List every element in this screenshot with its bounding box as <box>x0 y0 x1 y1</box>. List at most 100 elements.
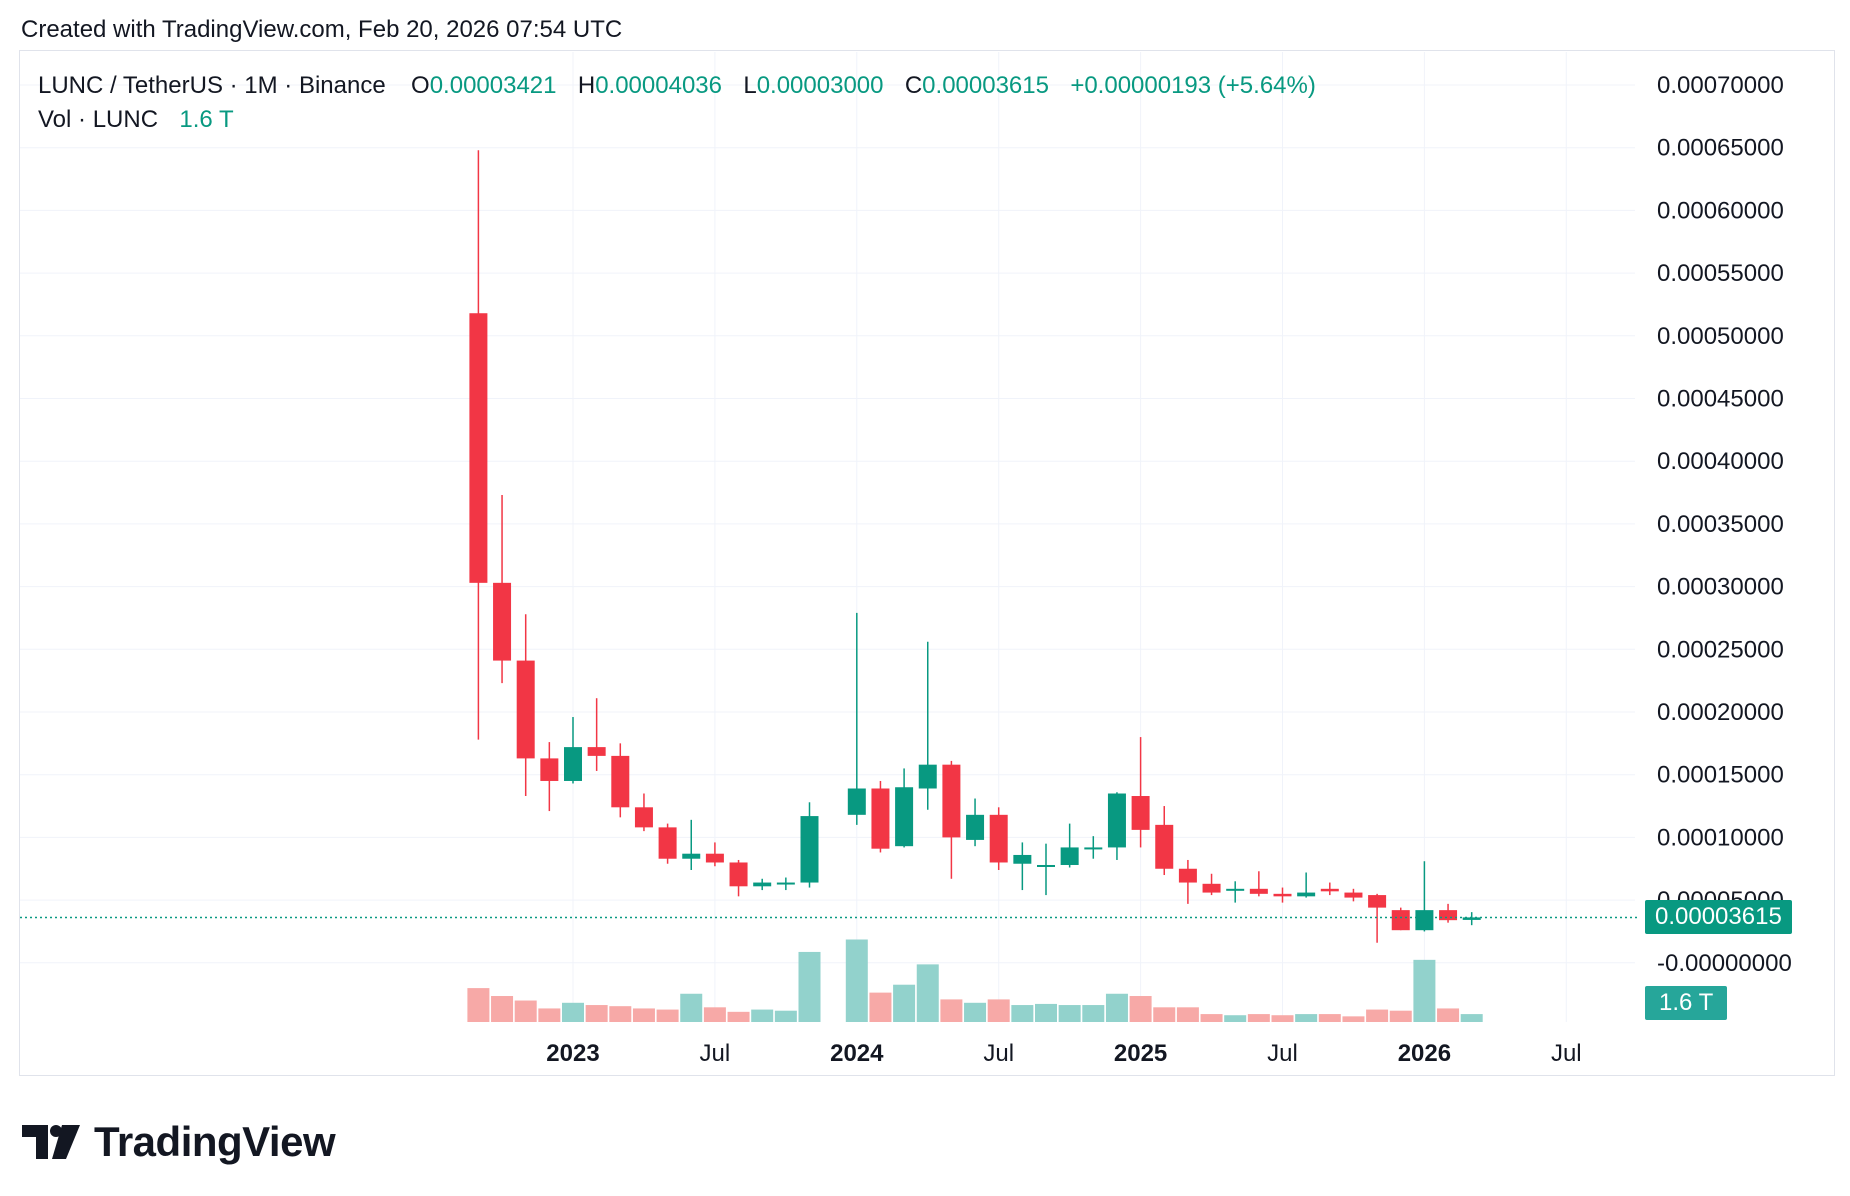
candle <box>989 807 1008 871</box>
volume-bar <box>869 992 892 1022</box>
candle <box>705 842 724 867</box>
symbol-legend[interactable]: LUNC / TetherUS · 1M · Binance O0.000034… <box>38 72 1316 100</box>
time-tick-label: Jul <box>1551 1040 1582 1067</box>
volume-bar <box>680 993 703 1022</box>
candle-body <box>540 758 559 781</box>
candle <box>1037 843 1055 896</box>
candle <box>776 877 795 891</box>
candle-body <box>918 764 937 789</box>
candle-body <box>1344 892 1363 898</box>
price-tick-label: 0.00060000 <box>1657 197 1784 224</box>
candle-body <box>516 660 535 759</box>
candle-body <box>871 788 890 849</box>
candle <box>1368 893 1387 943</box>
candle-body <box>1368 895 1387 908</box>
candle <box>1320 882 1339 896</box>
volume-bar <box>893 984 916 1022</box>
open-value: 0.00003421 <box>429 72 557 99</box>
candle <box>895 768 914 848</box>
change-value: +0.00000193 (+5.64%) <box>1070 72 1316 99</box>
candle-body <box>1084 847 1103 850</box>
candle-body <box>1320 888 1339 892</box>
volume-bar <box>1342 1016 1365 1022</box>
volume-label: Vol · LUNC <box>38 106 159 133</box>
candle <box>1178 859 1197 904</box>
high-value: 0.00004036 <box>595 72 722 99</box>
volume-bar <box>1105 993 1128 1022</box>
volume-bar <box>467 988 490 1022</box>
price-tick-label: 0.00030000 <box>1657 574 1784 601</box>
time-tick-label: Jul <box>1267 1040 1298 1067</box>
volume-bar <box>1413 959 1436 1022</box>
volume-bar <box>798 951 821 1022</box>
volume-bar <box>1011 1005 1034 1022</box>
high-label: H <box>577 72 596 99</box>
candle-body <box>1155 824 1174 869</box>
candle-body <box>1060 847 1079 865</box>
price-tick-label: 0.00040000 <box>1657 448 1784 475</box>
volume-bar <box>656 1009 679 1022</box>
candle-body <box>1462 917 1481 920</box>
candle-body <box>966 814 985 840</box>
time-axis[interactable]: 2023 Jul 2024 Jul 2025 Jul 2026 Jul <box>546 1040 1581 1067</box>
time-tick-label: Jul <box>700 1040 731 1067</box>
volume-bar <box>964 1002 987 1022</box>
grid-lines <box>20 52 1635 1022</box>
time-tick-label: 2026 <box>1398 1040 1451 1067</box>
candle <box>1415 861 1434 932</box>
volume-legend[interactable]: Vol · LUNC 1.6 T <box>38 106 234 134</box>
candle-body <box>729 862 748 887</box>
time-tick-label: 2023 <box>546 1040 599 1067</box>
volume-bar <box>1389 1010 1412 1022</box>
close-label: C <box>904 72 923 99</box>
tradingview-logo[interactable]: TradingView <box>22 1118 336 1166</box>
price-tick-label: 0.00015000 <box>1657 762 1784 789</box>
volume-bar <box>774 1010 797 1022</box>
volume-bar <box>1224 1015 1247 1022</box>
volume-bar <box>751 1009 774 1022</box>
tradingview-logo-icon <box>22 1125 80 1159</box>
candle <box>918 641 937 810</box>
candle <box>753 878 772 891</box>
candle <box>729 859 748 897</box>
candle <box>1344 888 1363 902</box>
candle <box>682 819 701 871</box>
volume-bar <box>585 1005 608 1022</box>
low-label: L <box>743 72 757 99</box>
volume-bar <box>987 999 1010 1022</box>
price-axis[interactable]: 0.00070000 0.00065000 0.00060000 0.00055000… <box>1657 72 1792 977</box>
candle <box>1226 881 1245 903</box>
candle <box>800 802 819 888</box>
candle <box>1391 907 1410 931</box>
price-tick-label: 0.00055000 <box>1657 260 1784 287</box>
symbol-name[interactable]: LUNC / TetherUS · 1M · Binance <box>38 72 386 99</box>
created-with-text: Created with TradingView.com, Feb 20, 20… <box>21 16 623 43</box>
candle-body <box>493 582 512 661</box>
candle-body <box>1273 893 1292 897</box>
volume-bar <box>1035 1003 1057 1022</box>
price-tick-label: 0.00045000 <box>1657 386 1784 413</box>
candle <box>1107 792 1126 860</box>
candle-body <box>1439 910 1458 921</box>
chart-frame <box>19 50 1835 1076</box>
candle-body <box>611 755 630 808</box>
time-tick-label: 2024 <box>830 1040 884 1067</box>
candle <box>634 793 653 832</box>
price-tick-label: -0.00000000 <box>1657 950 1792 977</box>
low-value: 0.00003000 <box>756 72 884 99</box>
price-tick-label: 0.00035000 <box>1657 511 1784 538</box>
candle-body <box>800 816 819 883</box>
candle-body <box>1131 796 1150 830</box>
candle-body <box>587 747 606 756</box>
time-tick-label: Jul <box>983 1040 1014 1067</box>
close-value: 0.00003615 <box>922 72 1049 99</box>
candle-body <box>1037 864 1055 867</box>
open-label: O <box>411 72 430 99</box>
volume-bar <box>703 1007 726 1022</box>
candle <box>658 823 677 864</box>
candle <box>1297 872 1316 898</box>
candle <box>564 717 582 784</box>
candle-body <box>776 882 795 885</box>
candle <box>1131 737 1150 848</box>
